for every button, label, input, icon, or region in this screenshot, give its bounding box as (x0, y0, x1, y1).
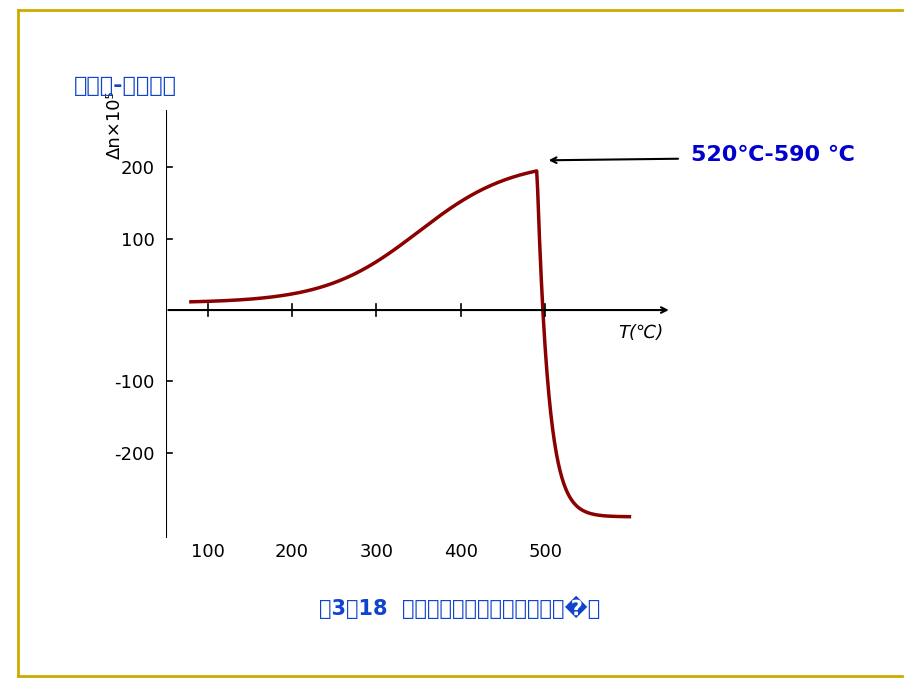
Text: 折射率-温度曲线: 折射率-温度曲线 (74, 77, 176, 96)
Text: T(℃): T(℃) (618, 324, 663, 342)
Text: Δn×10⁵: Δn×10⁵ (106, 90, 124, 159)
Text: 520℃-590 ℃: 520℃-590 ℃ (690, 146, 854, 165)
Text: 图3－18  硅酸盐玻璃折射率随温度变化�线: 图3－18 硅酸盐玻璃折射率随温度变化�线 (319, 595, 600, 619)
